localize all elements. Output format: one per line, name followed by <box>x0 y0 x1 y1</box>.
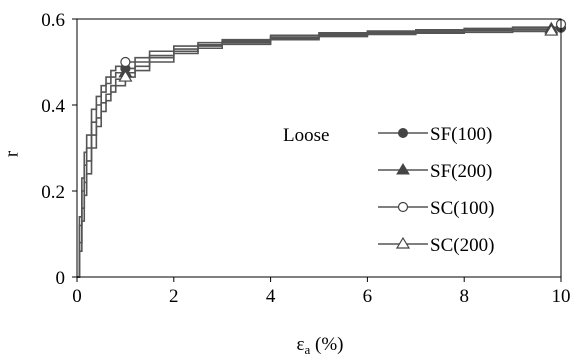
x-tick-label: 8 <box>459 286 469 307</box>
x-tick-label: 4 <box>266 286 276 307</box>
x-axis-title-symbol: ε <box>297 334 305 355</box>
y-axis-title: r <box>1 150 22 157</box>
legend: SF(100) SF(200) SC(100) SC(200) <box>378 124 494 256</box>
series-line-sc200 <box>77 30 553 278</box>
y-tick-label: 0.6 <box>41 10 65 31</box>
legend-label-sf100: SF(100) <box>430 124 492 145</box>
data-point-sc200 <box>118 69 133 82</box>
data-point-sc200 <box>544 23 559 36</box>
legend-item-sc100: SC(100) <box>378 198 494 219</box>
legend-label-sc100: SC(100) <box>430 198 494 219</box>
y-tick-label: 0.4 <box>41 96 65 117</box>
annotation-loose: Loose <box>283 125 329 146</box>
x-axis-title: εa (%) <box>297 334 344 357</box>
legend-item-sf200: SF(200) <box>378 161 492 182</box>
legend-marker-sf100 <box>398 128 408 138</box>
x-tick-label: 6 <box>363 286 373 307</box>
x-axis-title-unit: (%) <box>310 334 343 355</box>
series-line-sc100 <box>77 24 562 278</box>
legend-label-sf200: SF(200) <box>430 161 492 182</box>
legend-label-sc200: SC(200) <box>430 235 494 256</box>
legend-marker-sc100 <box>397 201 409 213</box>
plot-frame <box>76 18 562 278</box>
x-tick-label: 2 <box>169 286 179 307</box>
y-tick-label: 0.2 <box>41 182 65 203</box>
y-tick-label: 0 <box>56 268 66 289</box>
x-axis-title-subscript: a <box>304 342 310 357</box>
data-point-sc100 <box>120 56 131 68</box>
legend-item-sf100: SF(100) <box>378 124 492 145</box>
series-layer <box>77 24 562 278</box>
tick-layer: 0 2 4 6 8 10 0 0.2 0.4 0.6 <box>41 10 570 307</box>
marker-layer <box>118 19 567 82</box>
x-tick-label: 10 <box>552 286 571 307</box>
legend-item-sc200: SC(200) <box>378 235 494 256</box>
legend-marker-sc200 <box>395 236 411 249</box>
x-tick-label: 0 <box>72 286 82 307</box>
legend-marker-sf200 <box>396 163 410 175</box>
